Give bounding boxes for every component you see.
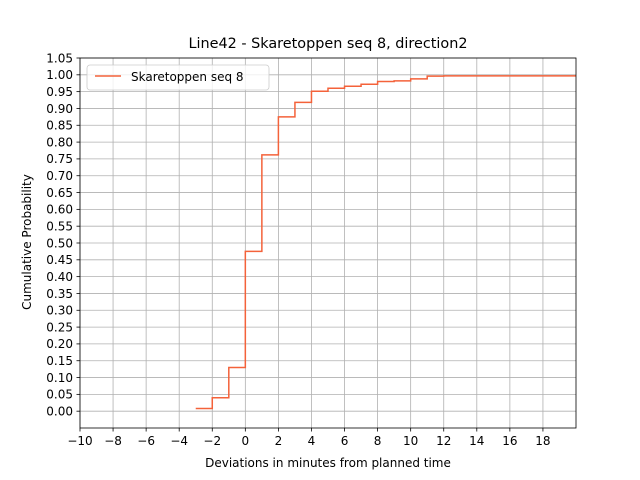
x-tick-label: 14 (469, 434, 484, 448)
grid (79, 57, 576, 428)
y-tick-label: 0.45 (46, 253, 73, 267)
x-tick-label: 8 (374, 434, 382, 448)
x-tick-label: 2 (275, 434, 283, 448)
x-tick-label: −8 (104, 434, 122, 448)
x-axis-label: Deviations in minutes from planned time (205, 456, 451, 470)
y-tick-label: 0.10 (46, 371, 73, 385)
x-tick-label: −4 (170, 434, 188, 448)
y-tick-label: 0.85 (46, 119, 73, 133)
y-tick-label: 0.60 (46, 203, 73, 217)
chart-title: Line42 - Skaretoppen seq 8, direction2 (189, 36, 468, 52)
legend-entry: Skaretoppen seq 8 (131, 70, 244, 84)
x-tick-label: −10 (67, 434, 92, 448)
y-tick-label: 0.70 (46, 169, 73, 183)
legend: Skaretoppen seq 8 (86, 64, 270, 91)
y-tick-label: 0.30 (46, 304, 73, 318)
y-tick-label: 0.65 (46, 186, 73, 200)
y-tick-label: 0.80 (46, 135, 73, 149)
series-line (195, 75, 576, 410)
y-axis: 0.00 0.05 0.10 0.15 0.20 0.25 0.30 0.35 0.40 0.45… (46, 51, 80, 418)
y-tick-label: 0.95 (46, 85, 73, 99)
legend-frame (86, 64, 270, 91)
y-tick-label: 0.90 (46, 102, 73, 116)
y-tick-label: 0.05 (46, 388, 73, 402)
y-tick-label: 0.40 (46, 270, 73, 284)
x-tick-label: 12 (436, 434, 451, 448)
x-tick-label: −6 (137, 434, 155, 448)
x-tick-label: −2 (203, 434, 221, 448)
y-tick-label: 0.55 (46, 219, 73, 233)
y-tick-label: 0.50 (46, 236, 73, 250)
y-tick-label: 0.15 (46, 354, 73, 368)
y-tick-label: 1.05 (46, 51, 73, 65)
series-layer (195, 75, 576, 410)
x-tick-label: 6 (341, 434, 349, 448)
y-tick-label: 0.75 (46, 152, 73, 166)
y-tick-label: 0.35 (46, 287, 73, 301)
x-tick-label: 16 (502, 434, 517, 448)
y-tick-label: 0.00 (46, 404, 73, 418)
x-tick-label: 18 (535, 434, 550, 448)
x-tick-label: 4 (308, 434, 316, 448)
y-tick-label: 0.20 (46, 337, 73, 351)
y-tick-label: 1.00 (46, 68, 73, 82)
y-axis-label: Cumulative Probability (20, 174, 34, 310)
x-tick-label: 10 (403, 434, 418, 448)
y-tick-label: 0.25 (46, 320, 73, 334)
x-tick-label: 0 (242, 434, 250, 448)
x-axis: −10 −8 −6 −4 −2 0 2 4 6 8 10 12 14 16 18 (67, 428, 551, 448)
